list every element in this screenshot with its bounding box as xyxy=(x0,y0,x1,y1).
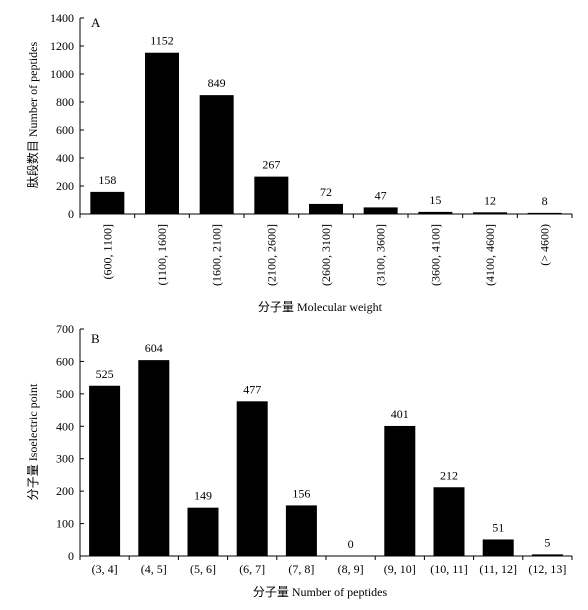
chart-b-bar xyxy=(433,487,465,556)
chart-b-x-tick-label: (7, 8] xyxy=(288,562,314,576)
chart-a-bar-value-label: 8 xyxy=(542,194,548,208)
chart-a-bar xyxy=(418,211,453,214)
chart-b-bar-value-label: 477 xyxy=(243,382,261,396)
chart-a-bar-value-label: 1152 xyxy=(150,34,174,48)
chart-b-bar-value-label: 401 xyxy=(391,407,409,421)
chart-a-bar xyxy=(199,95,234,214)
panel-b-letter: B xyxy=(91,331,100,346)
chart-a-y-tick-label: 1000 xyxy=(50,67,74,81)
chart-a-bar-value-label: 72 xyxy=(320,185,332,199)
chart-a-x-tick-label: (2600, 3100] xyxy=(319,224,333,286)
chart-a-y-tick-label: 0 xyxy=(68,207,74,221)
chart-a-bar xyxy=(363,207,398,214)
chart-b-y-axis-label: 分子量 Isoelectric point xyxy=(26,383,40,500)
chart-a-x-tick-label: (2100, 2600] xyxy=(264,224,278,286)
chart-b-bar-value-label: 51 xyxy=(492,520,504,534)
chart-a-y-tick-label: 800 xyxy=(56,95,74,109)
chart-b-y-tick-label: 600 xyxy=(56,354,74,368)
chart-a-bar xyxy=(309,203,343,214)
chart-a-bar-value-label: 158 xyxy=(98,173,116,187)
chart-b-y-tick-label: 200 xyxy=(56,484,74,498)
chart-b-x-tick-label: (3, 4] xyxy=(92,562,118,576)
chart-a-bar-value-label: 47 xyxy=(375,188,387,202)
chart-a-bar-value-label: 267 xyxy=(262,158,280,172)
chart-a-x-tick-label: (3600, 4100] xyxy=(428,224,442,286)
chart-a-x-tick-label: (4100, 4600] xyxy=(483,224,497,286)
chart-b-x-axis-label: 分子量 Number of peptides xyxy=(253,585,388,599)
chart-b-x-tick-label: (10, 11] xyxy=(430,562,468,576)
chart-b-bar xyxy=(285,505,317,556)
chart-a-y-axis-label: 肽段数目 Number of peptides xyxy=(25,42,40,189)
chart-b-y-tick-label: 100 xyxy=(56,517,74,531)
chart-b-y-tick-label: 0 xyxy=(68,549,74,563)
chart-a-bar xyxy=(90,191,125,214)
chart-a-bar-value-label: 849 xyxy=(208,76,226,90)
chart-a-x-tick-label: (> 4600) xyxy=(538,224,552,266)
chart-b-bar xyxy=(89,385,121,556)
chart-a-x-tick-label: (3100, 3600] xyxy=(374,224,388,286)
chart-b-bar-value-label: 156 xyxy=(292,486,310,500)
chart-panel-a: A 肽段数目 Number of peptides 分子量 Molecular … xyxy=(25,11,573,314)
chart-b-bar-value-label: 149 xyxy=(194,489,212,503)
chart-b-y-tick-label: 300 xyxy=(56,452,74,466)
chart-b-y-tick-label: 500 xyxy=(56,387,74,401)
chart-b-x-tick-label: (6, 7] xyxy=(239,562,265,576)
chart-a-y-tick-label: 200 xyxy=(56,179,74,193)
chart-b-bar xyxy=(482,539,514,556)
chart-b-x-tick-label: (9, 10] xyxy=(384,562,416,576)
chart-a-bar xyxy=(254,176,289,214)
chart-a-bar xyxy=(473,212,507,214)
panel-a-letter: A xyxy=(91,15,101,30)
chart-panel-b: B 分子量 Isoelectric point 分子量 Number of pe… xyxy=(26,322,573,599)
chart-a-y-tick-label: 400 xyxy=(56,151,74,165)
chart-a-bar-value-label: 15 xyxy=(429,193,441,207)
chart-b-bar xyxy=(236,401,268,556)
chart-b-bar xyxy=(531,554,563,556)
chart-a-x-tick-label: (1100, 1600] xyxy=(155,224,169,286)
chart-b-y-tick-label: 700 xyxy=(56,322,74,336)
chart-a-x-tick-label: (600, 1100] xyxy=(100,224,114,280)
chart-a-bar xyxy=(527,212,562,214)
chart-b-bar xyxy=(187,507,219,556)
chart-a-bar-value-label: 12 xyxy=(484,193,496,207)
chart-b-x-tick-label: (5, 6] xyxy=(190,562,216,576)
chart-b-x-tick-label: (12, 13] xyxy=(528,562,566,576)
chart-b-bar-value-label: 525 xyxy=(96,367,114,381)
chart-a-y-tick-label: 1400 xyxy=(50,11,74,25)
chart-a-y-tick-label: 600 xyxy=(56,123,74,137)
chart-b-y-tick-label: 400 xyxy=(56,419,74,433)
chart-b-x-tick-label: (4, 5] xyxy=(141,562,167,576)
chart-b-bar-value-label: 604 xyxy=(145,341,163,355)
chart-b-bar-value-label: 0 xyxy=(348,537,354,551)
chart-b-x-tick-label: (11, 12] xyxy=(479,562,517,576)
chart-a-x-axis-label: 分子量 Molecular weight xyxy=(258,300,383,314)
chart-a-y-tick-label: 1200 xyxy=(50,39,74,53)
chart-b-bar-value-label: 5 xyxy=(544,535,550,549)
chart-b-bar-value-label: 212 xyxy=(440,468,458,482)
chart-b-bar xyxy=(384,425,416,556)
chart-a-bar xyxy=(145,52,179,214)
chart-b-x-tick-label: (8, 9] xyxy=(338,562,364,576)
chart-b-bar xyxy=(138,360,170,556)
chart-a-x-tick-label: (1600, 2100] xyxy=(210,224,224,286)
